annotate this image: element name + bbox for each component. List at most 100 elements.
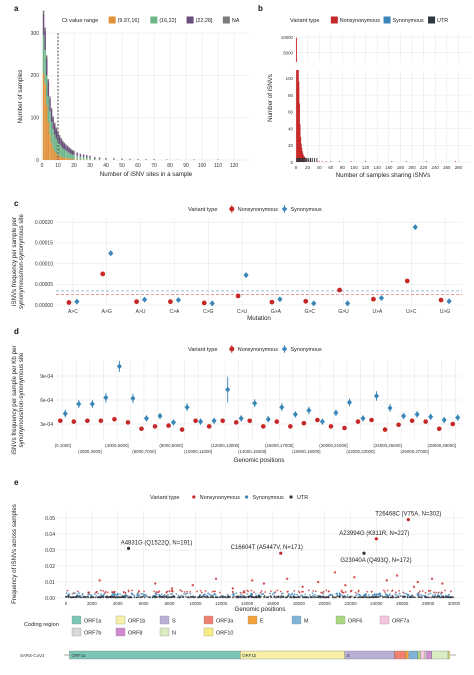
scatter-point xyxy=(273,595,276,598)
histogram-bar xyxy=(49,96,51,99)
scatter-point xyxy=(316,596,319,599)
histogram-bar xyxy=(60,137,62,140)
legend-label: Nonsynonymous xyxy=(340,18,380,24)
scatter-point xyxy=(344,584,347,587)
scatter-point xyxy=(173,595,176,598)
point-synonymous xyxy=(346,399,352,406)
histogram-bar xyxy=(66,145,69,147)
scatter-point xyxy=(259,591,262,594)
scatter-point xyxy=(395,591,397,594)
y-tick-label: 3e-04 xyxy=(40,422,53,428)
legend-key xyxy=(379,615,390,625)
genome-region-label: ORF1a xyxy=(71,653,86,658)
scatter-point xyxy=(136,592,139,595)
scatter-point xyxy=(288,596,291,599)
point-nonsynonymous xyxy=(179,427,185,432)
x-tick-label: 100 xyxy=(198,163,207,169)
scatter-point xyxy=(140,592,143,595)
histogram-bar xyxy=(70,149,72,154)
scatter-point xyxy=(269,592,271,595)
scatter-point xyxy=(184,593,187,596)
histogram-bar xyxy=(47,81,50,97)
scatter-point xyxy=(245,596,248,599)
histogram-bar xyxy=(62,148,64,158)
legend-label: Synonymous xyxy=(291,347,322,353)
scatter-point xyxy=(446,596,449,599)
panel-label-d: d xyxy=(14,327,19,336)
x-tick-label: U>C xyxy=(406,309,417,315)
scatter-point xyxy=(416,580,419,584)
x-tick-label: A>C xyxy=(68,309,78,315)
point-synonymous xyxy=(446,298,452,305)
scatter-point xyxy=(452,596,455,599)
scatter-point xyxy=(264,591,267,593)
scatter-point xyxy=(143,596,146,599)
legend-key xyxy=(229,346,235,352)
x-tick-label: 18000 xyxy=(293,601,306,606)
scatter-point xyxy=(200,595,203,598)
histogram-bar xyxy=(65,150,67,159)
histogram-bar xyxy=(52,116,54,119)
scatter-point xyxy=(410,594,413,597)
scatter-point xyxy=(87,591,90,594)
point-nonsynonymous xyxy=(152,424,158,429)
scatter-point xyxy=(76,593,79,596)
scatter-point xyxy=(202,595,205,598)
x-tick-label: 40 xyxy=(317,165,322,170)
scatter-point xyxy=(226,593,229,596)
y-tick-label: 0.00005 xyxy=(35,282,53,288)
histogram-bar-utr xyxy=(302,158,304,162)
scatter-point xyxy=(396,596,399,598)
scatter-point xyxy=(228,595,230,598)
panel-b-histogram: Variant type Nonsynonymous Synonymous UTR 0 2… xyxy=(267,16,470,179)
legend-key xyxy=(150,16,158,24)
legend-key xyxy=(71,615,82,625)
scatter-point xyxy=(211,590,214,593)
point-synonymous xyxy=(378,294,385,301)
scatter-point xyxy=(430,596,433,599)
histogram-bar-utr xyxy=(299,158,301,162)
x-tick-label: 22000 xyxy=(344,601,357,606)
y-tick-label: 0 xyxy=(291,160,294,165)
scatter-point xyxy=(367,594,370,596)
scatter-point xyxy=(137,594,140,597)
scatter-point xyxy=(187,596,190,599)
scatter-point xyxy=(377,596,380,598)
scatter-point xyxy=(370,590,373,593)
scatter-point xyxy=(212,594,215,597)
scatter-point xyxy=(441,591,444,594)
histogram-bar xyxy=(47,121,50,160)
genome-region xyxy=(426,650,432,660)
scatter-point xyxy=(444,589,447,592)
x-tick-label: 200 xyxy=(408,165,416,170)
scatter-point xyxy=(435,591,438,594)
histogram-bar xyxy=(57,132,59,142)
scatter-point xyxy=(314,593,316,596)
scatter-point xyxy=(170,587,174,590)
scatter-point xyxy=(302,596,305,599)
legend-key xyxy=(383,16,391,24)
scatter-point xyxy=(424,594,427,597)
legend-label: UTR xyxy=(297,495,308,501)
histogram-bar-utr xyxy=(301,158,303,162)
histogram-bar xyxy=(63,157,66,160)
x-tick-label: 6000 xyxy=(139,601,149,606)
scatter-point xyxy=(115,594,118,596)
scatter-point xyxy=(399,595,402,597)
scatter-point xyxy=(214,596,217,599)
x-tick-label: (22000,23000] xyxy=(346,449,374,454)
scatter-point xyxy=(342,591,345,594)
legend-label: NA xyxy=(232,18,240,24)
point-synonymous xyxy=(279,404,285,411)
scatter-point xyxy=(189,595,192,598)
x-tick-label: (4000,5000] xyxy=(105,443,128,448)
scatter-point xyxy=(289,594,292,597)
point-nonsynonymous xyxy=(337,287,342,293)
scatter-point xyxy=(104,590,107,593)
point-synonymous xyxy=(277,296,283,303)
scatter-point xyxy=(240,593,243,596)
annotation-label: C16604T (A5447V, N=171) xyxy=(231,545,303,551)
scatter-point xyxy=(87,593,90,595)
scatter-point xyxy=(242,591,244,594)
